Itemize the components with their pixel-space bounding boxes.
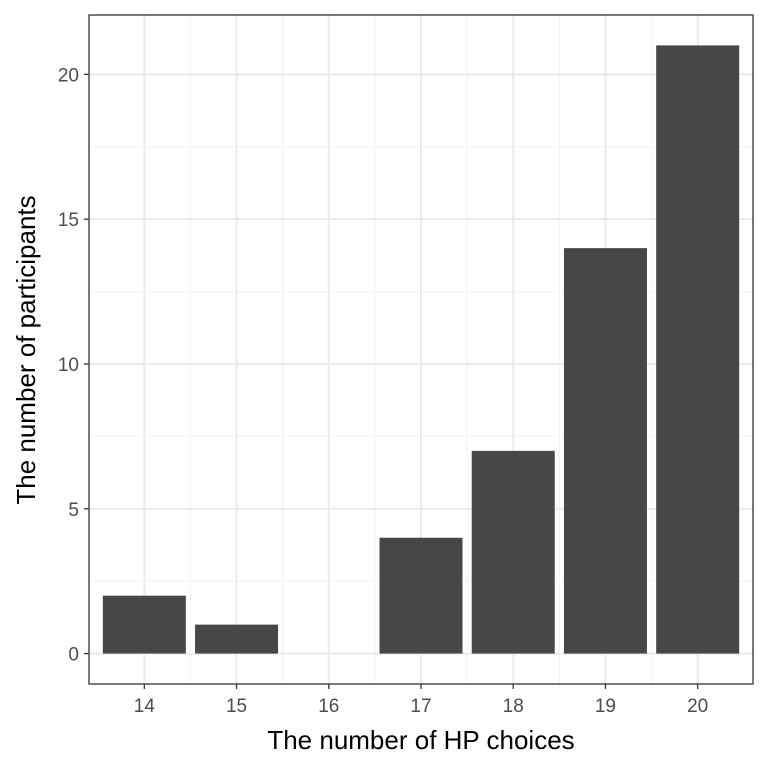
y-tick-label: 5 — [68, 500, 79, 521]
bar-17 — [379, 537, 463, 654]
y-tick-label: 10 — [58, 355, 79, 376]
x-axis-title: The number of HP choices — [267, 725, 574, 755]
bar-14 — [102, 595, 186, 654]
y-axis-title: The number of participants — [11, 195, 41, 504]
y-tick-label: 0 — [68, 645, 79, 666]
y-tick-label: 15 — [58, 210, 79, 231]
x-tick-label: 19 — [595, 696, 616, 717]
bar-19 — [563, 248, 647, 654]
x-tick-label: 16 — [318, 696, 339, 717]
y-axis: 0 5 10 15 20 — [58, 65, 89, 666]
x-tick-label: 20 — [687, 696, 708, 717]
x-tick-label: 14 — [134, 696, 156, 717]
y-tick-label: 20 — [58, 65, 79, 86]
bars — [102, 45, 740, 654]
x-tick-label: 18 — [503, 696, 524, 717]
bar-18 — [471, 450, 555, 654]
x-tick-label: 17 — [410, 696, 431, 717]
bar-15 — [195, 624, 279, 654]
bar-20 — [656, 45, 740, 654]
x-axis: 14 15 16 17 18 19 20 — [134, 684, 708, 717]
x-tick-label: 15 — [226, 696, 247, 717]
